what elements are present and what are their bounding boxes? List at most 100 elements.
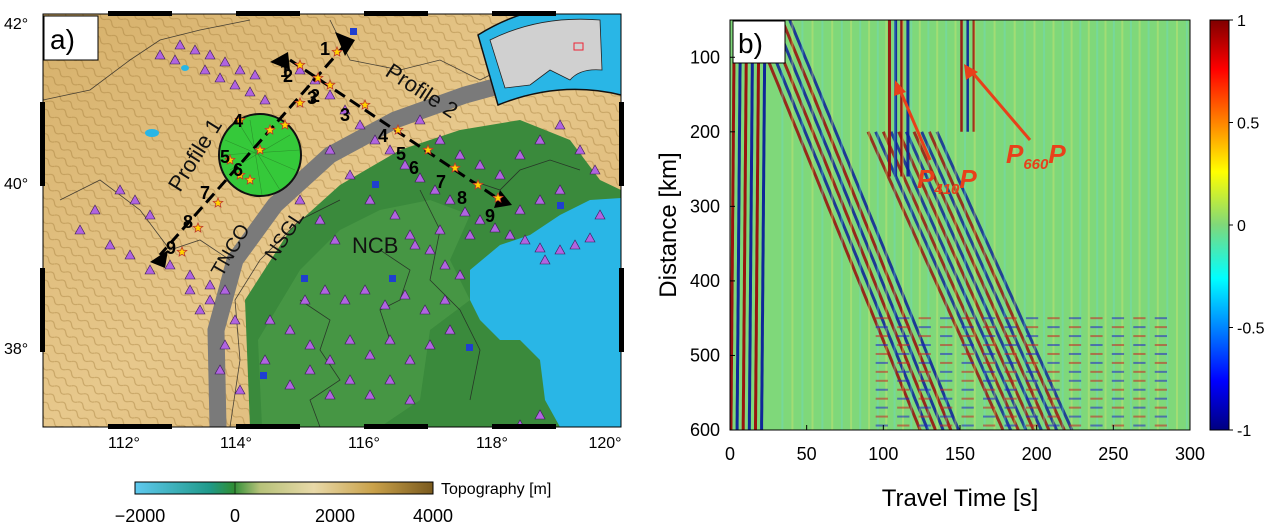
waveform-band: [765, 20, 937, 430]
inset-map: [477, 14, 621, 107]
station-triangle: [129, 194, 141, 205]
waveform-band: [866, 131, 1005, 430]
station-triangle: [404, 229, 416, 240]
station-triangle: [424, 339, 436, 350]
station-triangle: [534, 242, 546, 253]
waveform-band: [780, 20, 953, 430]
profile2-number: 6: [409, 158, 419, 178]
profile2-number: 9: [485, 206, 495, 226]
station-triangle: [439, 259, 451, 270]
station-triangle: [339, 104, 351, 115]
station-triangle: [554, 184, 566, 195]
station-triangle: [329, 234, 341, 245]
station-triangle: [89, 204, 101, 215]
station-triangle: [189, 44, 201, 55]
event-star: [449, 161, 461, 173]
station-triangle: [569, 239, 581, 250]
p660-sub: 660: [1023, 156, 1049, 173]
station-triangle: [534, 409, 546, 420]
station-triangle: [204, 49, 216, 60]
station-triangle: [284, 324, 296, 335]
station-triangle: [434, 134, 446, 145]
x-tick-label: 150: [945, 444, 975, 464]
panel-a-label: a): [50, 24, 75, 55]
phase-annotations: P410P P660P: [894, 64, 1066, 198]
station-triangle: [534, 194, 546, 205]
station-triangle: [589, 164, 601, 175]
station-triangle: [494, 169, 506, 180]
station-triangle: [259, 94, 271, 105]
station-triangle: [434, 224, 446, 235]
event-star: [244, 173, 256, 185]
station-triangle: [364, 194, 376, 205]
p410-base: P: [917, 164, 935, 194]
event-star: [294, 58, 306, 70]
station-triangle: [229, 79, 241, 90]
x-tick-label: 100: [868, 444, 898, 464]
waveform-band: [760, 20, 767, 430]
profile2-number: 1: [280, 61, 290, 81]
station-triangle: [154, 49, 166, 60]
x-tick-label: 300: [1175, 444, 1205, 464]
lat-tick-label: 40°: [4, 176, 28, 193]
colorbar-tick-label: -0.5: [1237, 321, 1265, 338]
event-star: [234, 168, 246, 180]
station-triangle: [294, 64, 306, 75]
y-axis-label: Distance [km]: [655, 152, 682, 297]
svg-text:P660P: P660P: [1006, 139, 1066, 173]
label-ncb: NCB: [352, 233, 398, 258]
lon-tick-label: 118°: [476, 435, 508, 452]
station-triangle: [399, 289, 411, 300]
station-triangle: [519, 234, 531, 245]
station-square: [260, 372, 267, 379]
station-triangle: [574, 144, 586, 155]
profile1-number: 6: [233, 160, 243, 180]
station-triangle: [504, 229, 516, 240]
x-tick-label: 250: [1098, 444, 1128, 464]
p660-end: P: [1048, 139, 1066, 169]
station-triangle: [444, 324, 456, 335]
lon-tick-label: 114°: [220, 435, 252, 452]
heatmap-axes: 0 50 100 150 200 250 300 100 200 300 400 500 600: [690, 47, 1205, 464]
station-triangle: [534, 134, 546, 145]
station-triangle: [539, 254, 551, 265]
station-triangle: [429, 184, 441, 195]
station-triangle: [419, 304, 431, 315]
profile2-number: 7: [436, 172, 446, 192]
station-triangle: [219, 56, 231, 67]
event-star: [331, 45, 343, 57]
waveform-band: [730, 20, 736, 430]
p660-base: P: [1006, 139, 1024, 169]
station-triangle: [264, 314, 276, 325]
waveform-band: [741, 20, 749, 430]
station-triangle: [144, 209, 156, 220]
station-triangle: [454, 269, 466, 280]
station-triangle: [584, 232, 596, 243]
lon-tick-label: 116°: [348, 435, 380, 452]
event-star: [324, 78, 336, 90]
station-triangle: [204, 294, 216, 305]
station-triangle: [249, 69, 261, 80]
station-triangle: [554, 119, 566, 130]
station-triangle: [299, 294, 311, 305]
station-triangle: [514, 204, 526, 215]
profile2-number: 2: [310, 86, 320, 106]
profile1-number: 9: [166, 238, 176, 258]
station-square: [557, 202, 564, 209]
event-star: [392, 123, 404, 135]
station-triangle: [234, 384, 246, 395]
station-triangle: [424, 244, 436, 255]
x-tick-label: 0: [725, 444, 735, 464]
station-triangle: [384, 334, 396, 345]
station-triangle: [439, 294, 451, 305]
topography-ticks: −2000 0 2000 4000: [115, 506, 453, 526]
station-triangle: [304, 339, 316, 350]
station-triangle: [214, 364, 226, 375]
station-triangle: [364, 389, 376, 400]
station-square: [350, 28, 357, 35]
profile1-number: 4: [233, 111, 243, 131]
y-tick-label: 600: [690, 420, 720, 440]
station-triangle: [389, 209, 401, 220]
topography-tick: 2000: [315, 506, 355, 526]
